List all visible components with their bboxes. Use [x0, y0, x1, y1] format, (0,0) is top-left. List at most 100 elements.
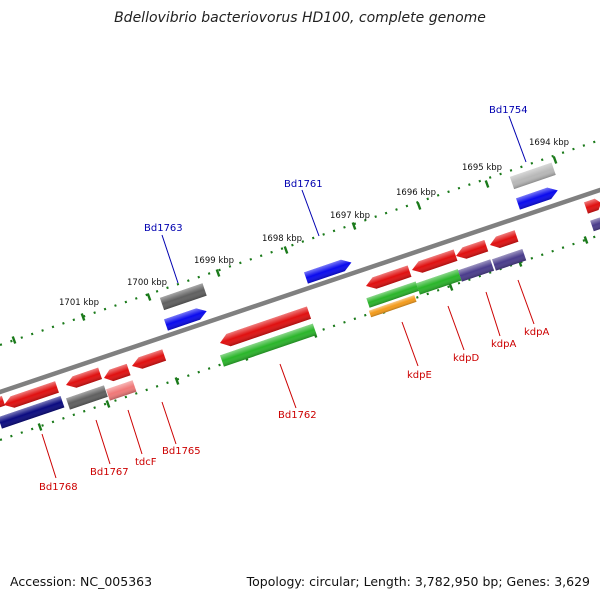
- label-kdpe: kdpE: [407, 370, 432, 381]
- ruler-major-tick: [146, 293, 152, 301]
- label-bd1765: Bd1765: [162, 446, 201, 457]
- gene-red-edge-left[interactable]: [0, 396, 6, 409]
- ruler-major-tick: [215, 269, 221, 277]
- gene-tdcf[interactable]: [106, 380, 137, 401]
- label-tdcf: tdcF: [135, 457, 157, 468]
- gene-kdpd[interactable]: [416, 269, 462, 295]
- gene-kdpa-right-shade: [492, 248, 527, 271]
- callout-bd1761: [301, 189, 320, 237]
- label-kdpa-right: kdpA: [524, 327, 549, 338]
- callout-kdpa-left: [485, 291, 501, 337]
- gene-bd1765-shade: [132, 349, 167, 369]
- label-bd1761: Bd1761: [284, 179, 323, 190]
- callout-bd1762: [279, 363, 297, 409]
- gene-kdpe-shade: [366, 281, 419, 308]
- gene-blue-1763b[interactable]: [164, 305, 209, 331]
- gene-bd1768[interactable]: [0, 395, 65, 429]
- label-kdpd: kdpD: [453, 353, 479, 364]
- gene-blue-1763b-shade: [164, 308, 207, 331]
- ruler-major-tick: [11, 336, 17, 344]
- gene-purple-edge[interactable]: [590, 217, 600, 232]
- gene-kdpa-right[interactable]: [492, 248, 527, 271]
- gene-red-kdp1[interactable]: [364, 265, 412, 291]
- gene-bd1754[interactable]: [509, 162, 556, 190]
- ruler-label-1701: 1701 kbp: [59, 298, 99, 308]
- ruler-label-1698: 1698 kbp: [262, 234, 302, 244]
- ruler-major-tick: [105, 400, 111, 408]
- callout-bd1768: [41, 433, 57, 479]
- gene-blue-1754b-shade: [516, 187, 558, 210]
- ruler-major-tick: [351, 222, 357, 230]
- gene-red-tdcf-top[interactable]: [102, 363, 131, 384]
- gene-kdpd-shade: [416, 269, 462, 295]
- ruler-major-tick: [283, 246, 289, 254]
- callout-tdcf: [127, 409, 143, 455]
- genome-backbone: [0, 187, 600, 395]
- gene-bd1768-shade: [0, 395, 65, 429]
- gene-bd1761[interactable]: [304, 257, 353, 284]
- ruler-major-tick: [37, 423, 43, 431]
- map-title: Bdellovibrio bacteriovorus HD100, comple…: [114, 10, 486, 26]
- gene-kdpe[interactable]: [366, 281, 419, 308]
- ruler-major-tick: [484, 180, 490, 188]
- callout-bd1763: [161, 234, 179, 284]
- ruler-label-1694: 1694 kbp: [529, 138, 569, 148]
- gene-red-kdp2-shade: [412, 249, 458, 273]
- label-bd1763: Bd1763: [144, 223, 183, 234]
- ruler-label-1700: 1700 kbp: [127, 278, 167, 288]
- gene-red-1768-top-shade: [4, 381, 59, 408]
- genome-summary-text: Topology: circular; Length: 3,782,950 bp…: [246, 574, 590, 589]
- callout-bd1754: [508, 115, 527, 163]
- ruler-major-tick: [583, 236, 589, 244]
- gene-red-tdcf-top-shade: [104, 363, 131, 382]
- gene-red-edge[interactable]: [584, 197, 600, 214]
- callout-bd1767: [95, 419, 111, 465]
- ruler-major-tick: [80, 313, 86, 321]
- gene-red-kdp4[interactable]: [488, 230, 519, 250]
- gene-red-1767-top-shade: [66, 367, 103, 388]
- ruler-major-tick: [552, 156, 558, 164]
- gene-bd1754-shade: [509, 162, 556, 190]
- gene-bd1762[interactable]: [220, 323, 317, 367]
- ruler-label-1695: 1695 kbp: [462, 163, 502, 173]
- gene-kdpa-left[interactable]: [458, 259, 495, 282]
- ruler-major-tick: [448, 283, 454, 291]
- gene-bd1765[interactable]: [130, 349, 167, 371]
- gene-red-1768-top[interactable]: [2, 381, 59, 410]
- gene-red-kdp4-shade: [490, 230, 519, 248]
- label-bd1754: Bd1754: [489, 105, 528, 116]
- gene-red-kdp2[interactable]: [410, 249, 458, 275]
- callout-kdpe: [401, 321, 419, 367]
- gene-bd1762-shade: [220, 323, 317, 367]
- gene-red-kdp3[interactable]: [454, 239, 489, 262]
- gene-bd1767[interactable]: [66, 385, 108, 410]
- ruler-label-1699: 1699 kbp: [194, 256, 234, 266]
- gene-blue-1754b[interactable]: [516, 185, 560, 210]
- gene-kdpa-left-shade: [458, 259, 495, 282]
- accession-text: Accession: NC_005363: [10, 574, 153, 589]
- gene-bd1763-shade: [159, 283, 207, 311]
- gene-red-kdp1-shade: [366, 265, 412, 289]
- gene-red-edge-left-shade: [0, 396, 6, 409]
- ruler-label-1697: 1697 kbp: [330, 211, 370, 221]
- gene-red-1762a[interactable]: [218, 306, 312, 349]
- label-bd1762: Bd1762: [278, 410, 317, 421]
- gene-bd1763[interactable]: [159, 283, 207, 311]
- gene-bd1761-shade: [304, 259, 352, 284]
- callout-bd1765: [161, 401, 177, 445]
- ruler-label-1696: 1696 kbp: [396, 188, 436, 198]
- gene-red-edge-shade: [584, 198, 600, 214]
- label-bd1768: Bd1768: [39, 482, 78, 493]
- callout-kdpa-right: [517, 279, 535, 325]
- gene-tdcf-shade: [106, 380, 137, 401]
- gene-features: [0, 162, 600, 429]
- ruler-line: [0, 138, 600, 347]
- gene-kdpe-orange-shade: [368, 295, 417, 318]
- label-bd1767: Bd1767: [90, 467, 129, 478]
- gene-kdpe-orange[interactable]: [368, 295, 417, 318]
- gene-labels: Bd1754 Bd1761 Bd1763 kdpA kdpA kdpD kdpE…: [39, 105, 549, 493]
- gene-red-1767-top[interactable]: [64, 367, 103, 391]
- gene-red-1762a-shade: [220, 306, 312, 347]
- ruler-major-tick: [174, 377, 180, 385]
